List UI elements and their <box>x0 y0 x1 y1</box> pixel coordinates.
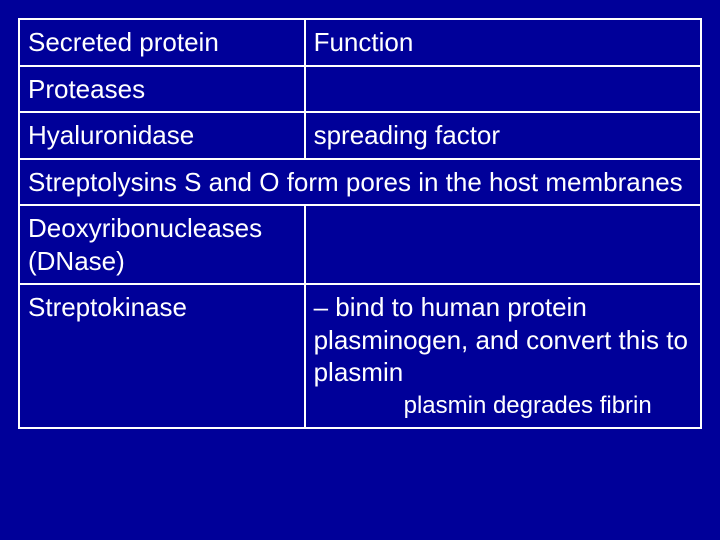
table-row: Streptolysins S and O form pores in the … <box>20 160 700 207</box>
cell-streptolysins: Streptolysins S and O form pores in the … <box>20 160 700 205</box>
cell-streptolysins-left: Streptolysins S and O <box>28 167 279 197</box>
cell-hyaluronidase: Hyaluronidase <box>20 113 306 158</box>
table-row: Proteases <box>20 67 700 114</box>
table-row: Deoxyribonucleases (DNase) <box>20 206 700 285</box>
cell-streptokinase-main: – bind to human protein plasminogen, and… <box>314 291 692 389</box>
secreted-protein-table: Secreted protein Function Proteases Hyal… <box>18 18 702 429</box>
cell-streptokinase-function: – bind to human protein plasminogen, and… <box>306 285 700 427</box>
table-row: Streptokinase – bind to human protein pl… <box>20 285 700 427</box>
cell-proteases: Proteases <box>20 67 306 112</box>
cell-streptolysins-right: form pores in the host membranes <box>287 167 683 197</box>
header-secreted-protein: Secreted protein <box>20 20 306 65</box>
cell-streptokinase-extra: plasmin degrades fibrin <box>314 389 692 421</box>
table-row: Hyaluronidase spreading factor <box>20 113 700 160</box>
table-header-row: Secreted protein Function <box>20 20 700 67</box>
cell-proteases-function <box>306 67 700 112</box>
cell-dnase: Deoxyribonucleases (DNase) <box>20 206 306 283</box>
cell-streptokinase: Streptokinase <box>20 285 306 427</box>
cell-dnase-function <box>306 206 700 283</box>
cell-hyaluronidase-function: spreading factor <box>306 113 700 158</box>
header-function: Function <box>306 20 700 65</box>
